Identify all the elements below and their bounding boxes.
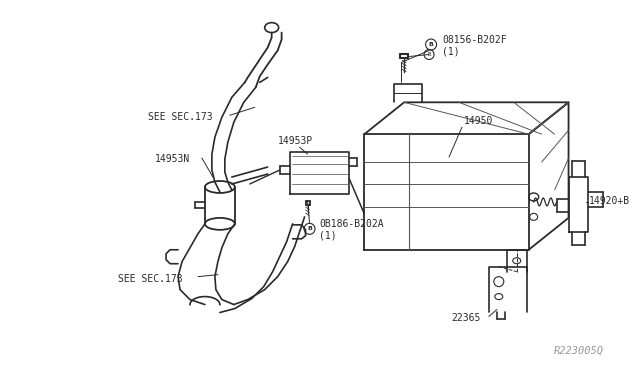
Text: SEE SEC.173: SEE SEC.173 [118, 274, 183, 283]
Text: B: B [307, 226, 312, 231]
Text: SEE SEC.173: SEE SEC.173 [148, 112, 212, 122]
Text: (1): (1) [319, 231, 337, 241]
Text: R223005Q: R223005Q [554, 345, 604, 355]
Text: 22365: 22365 [451, 314, 481, 324]
Text: B: B [428, 52, 431, 57]
Text: 08156-B202F: 08156-B202F [442, 35, 507, 45]
Text: 0B186-B202A: 0B186-B202A [319, 219, 384, 229]
Text: 14920+B: 14920+B [588, 196, 630, 206]
Text: 14950: 14950 [464, 116, 493, 126]
Text: 14953P: 14953P [278, 136, 313, 146]
Text: B: B [429, 42, 433, 47]
Text: (1): (1) [442, 46, 460, 57]
Text: 14953N: 14953N [155, 154, 190, 164]
